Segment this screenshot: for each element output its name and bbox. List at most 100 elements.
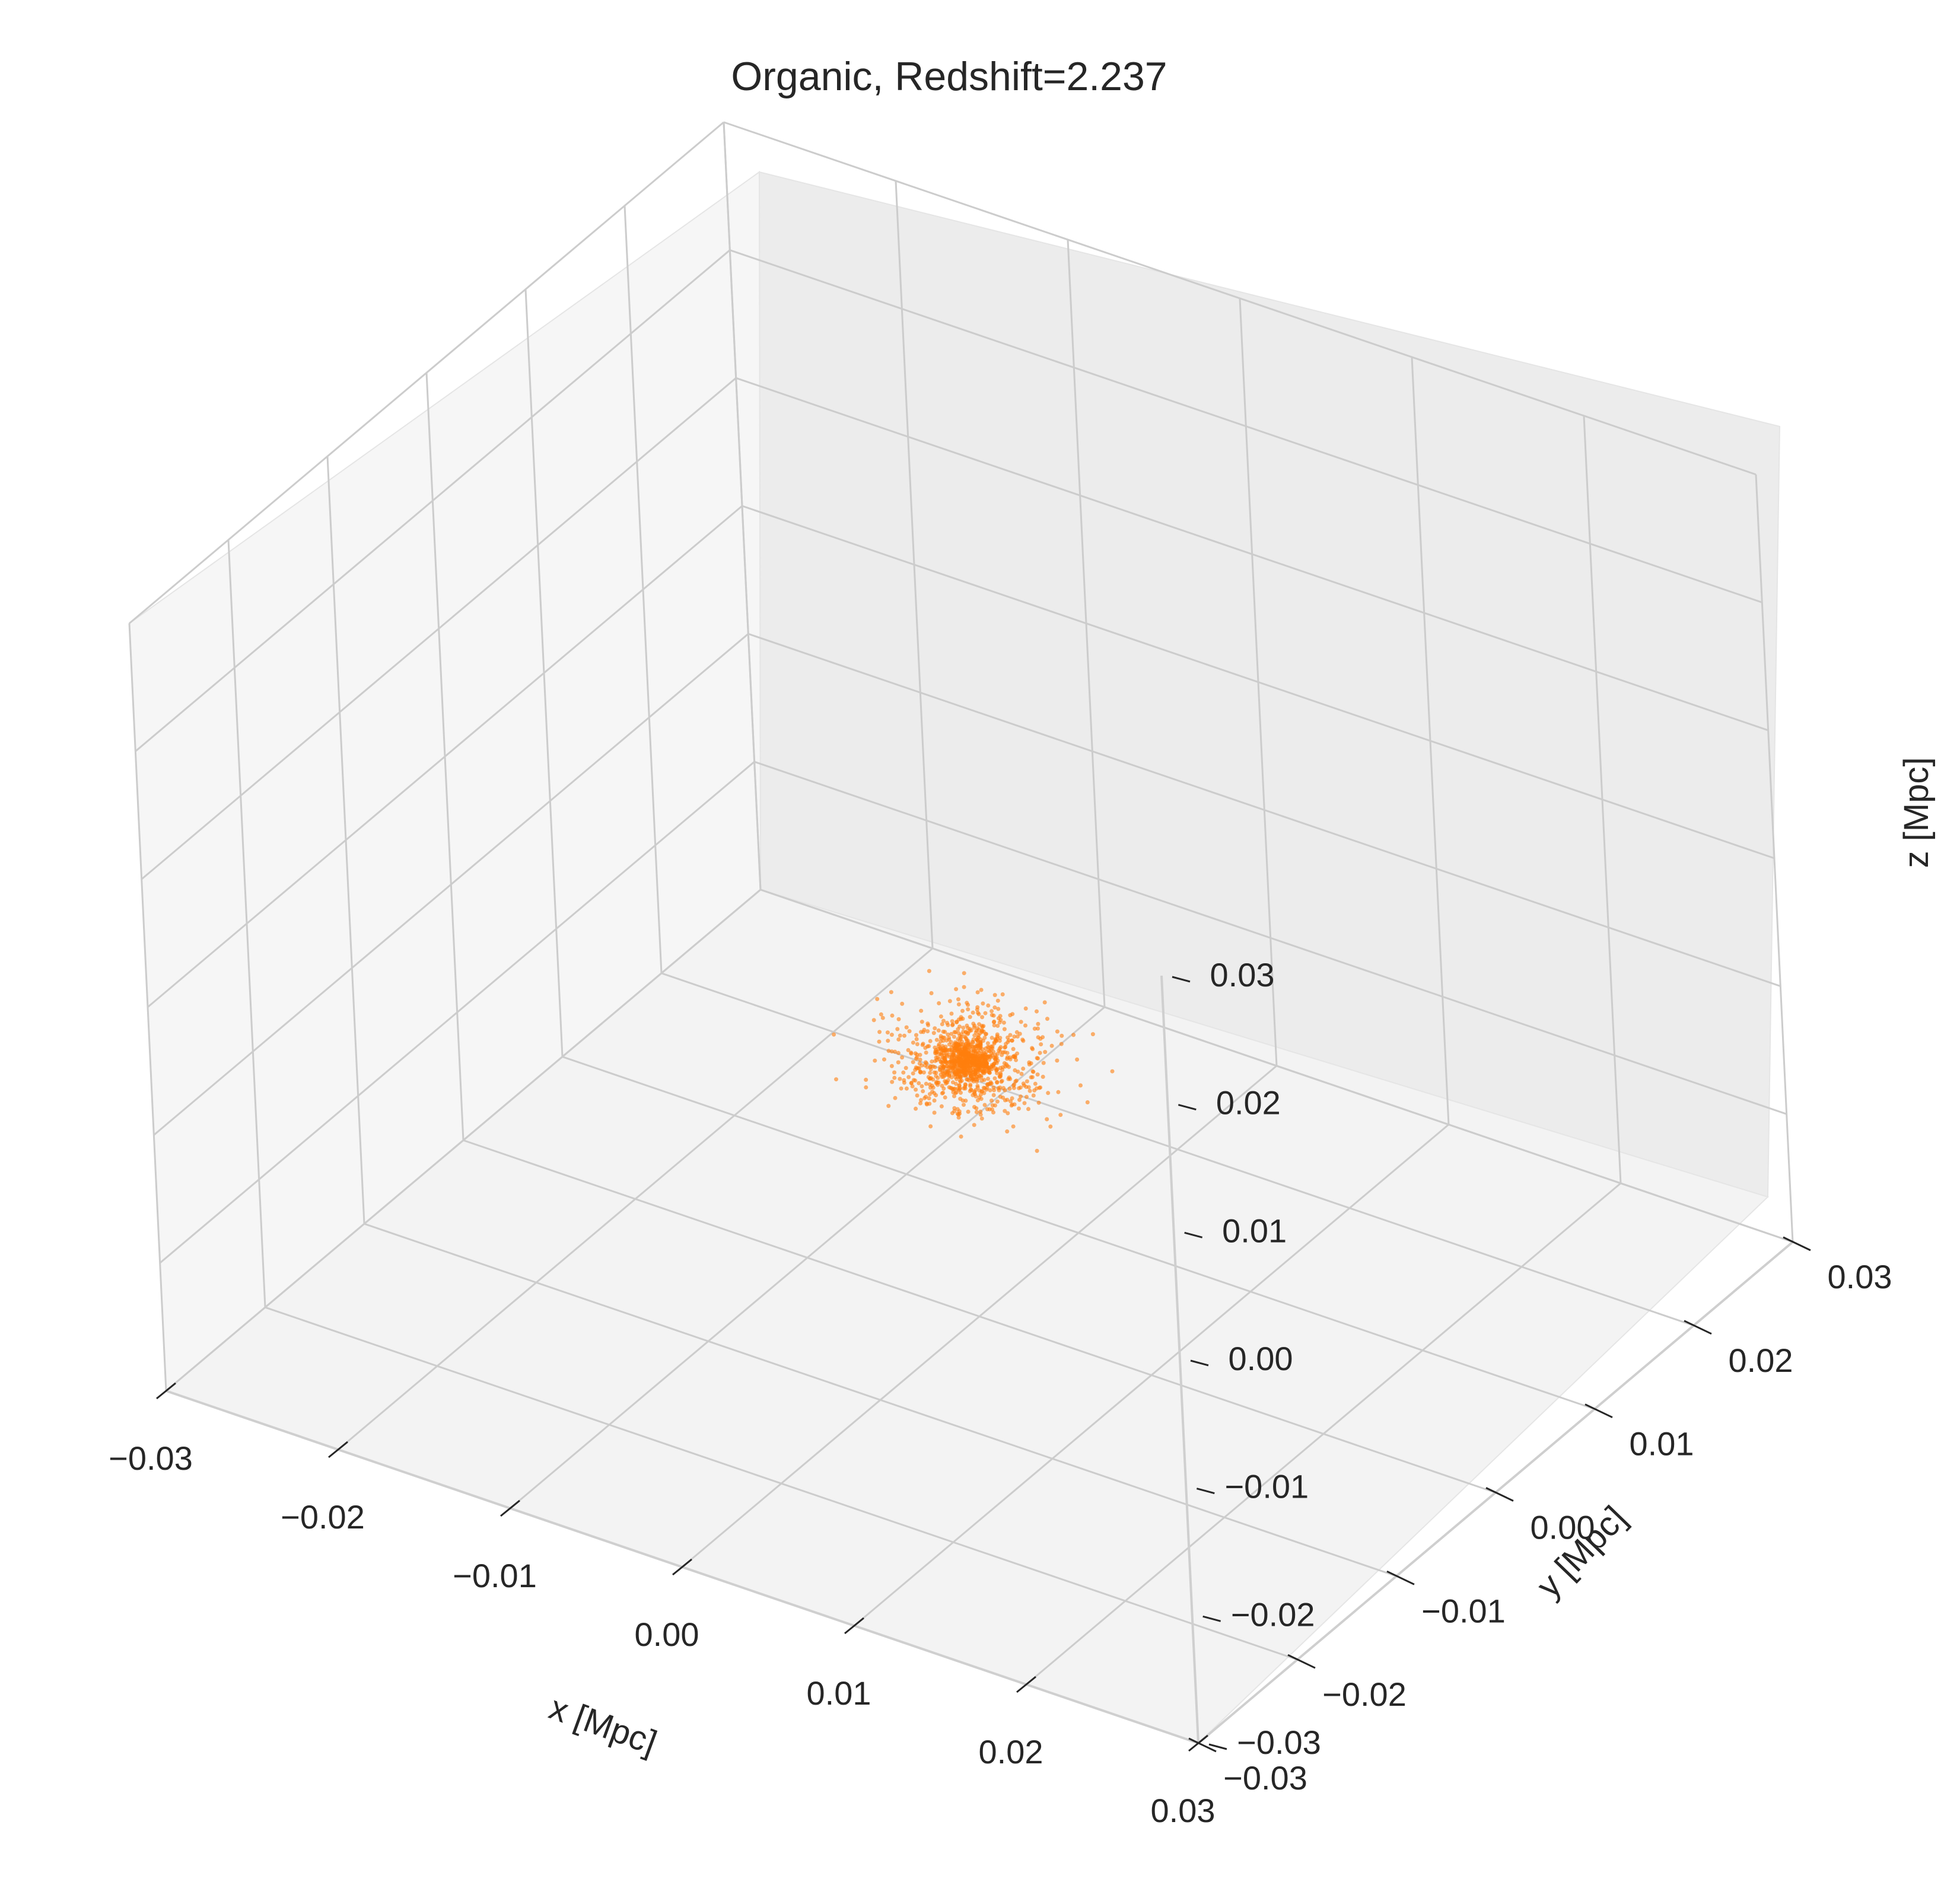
scatter-point [934,1074,938,1078]
scatter-point [896,1037,901,1042]
scatter-point [950,1023,954,1027]
scatter-point [892,1070,897,1075]
scatter-point [986,1003,991,1008]
scatter-point [961,1030,966,1034]
scatter-point [998,1066,1003,1070]
scatter-point [928,1071,933,1075]
scatter-point [928,1092,932,1097]
scatter-point [1012,1102,1017,1107]
scatter-point [975,1085,980,1090]
scatter-point [940,1044,945,1049]
scatter-point [904,1025,909,1030]
scatter-point [989,1098,994,1103]
scatter-point [1058,1113,1063,1117]
scatter-point [924,1061,929,1066]
scatter-point [1045,1117,1049,1122]
scatter-point [903,1066,908,1071]
scatter-point [959,1078,964,1083]
scatter-point [933,1065,937,1069]
scatter-point [995,1036,1000,1040]
scatter-point [924,1081,928,1086]
scatter-point [910,1084,915,1088]
y-tick-label-0: −0.03 [1223,1759,1307,1797]
scatter-point [991,1110,995,1114]
scatter-point [950,1066,955,1070]
scatter-point [1036,1026,1040,1031]
scatter-point [965,1068,969,1072]
scatter-point [877,1030,882,1034]
z-tick-label-0: −0.03 [1237,1724,1321,1761]
scatter-point [1011,1085,1016,1090]
grid-line-back-z-2 [747,633,1781,988]
scatter-point [950,1111,954,1116]
x-tick-2 [500,1499,520,1517]
scatter-point [945,1080,950,1085]
scatter-point [977,1088,982,1093]
scatter-point [921,1089,925,1094]
scatter-point [991,1093,996,1097]
scatter-point [834,1077,838,1082]
scatter-point [929,991,934,995]
scatter-point [1014,1030,1019,1034]
scatter-point [941,1056,946,1060]
scatter-point [954,1044,959,1049]
scatter-point [995,998,1000,1003]
scatter-point [965,1056,969,1061]
scatter-point [909,1081,914,1085]
scatter-point [864,1085,868,1090]
scatter-point [1017,1106,1021,1111]
scatter-point [952,1072,956,1077]
scatter-point [911,1060,915,1065]
scatter-point [1019,1072,1024,1076]
y-tick-5 [1684,1320,1712,1335]
scatter-point [917,1061,922,1066]
scatter-point [902,1078,906,1082]
scatter-point [916,1066,921,1071]
scatter-point [1019,1094,1023,1099]
x-tick-label-2: −0.01 [453,1557,537,1594]
scatter-point [933,1045,937,1050]
grid-line-side-z-2 [153,633,749,1136]
scatter-point [879,1012,883,1017]
scatter-point [973,1049,978,1053]
scatter-point [994,1068,999,1073]
scatter-point [949,1031,954,1036]
scatter-point [975,1056,979,1061]
scatter-point [1049,1043,1054,1048]
scatter-point [893,1095,898,1100]
scatter-point [1024,1085,1029,1089]
scatter-point [982,1055,987,1059]
scatter-point [979,1075,984,1079]
scatter-point [971,1010,975,1015]
scatter-point [965,1023,969,1028]
scatter-point [941,1018,946,1023]
scatter-point [978,1112,983,1117]
scatter-point [1045,1017,1049,1021]
scatter-point [1056,1090,1061,1094]
scatter-point [937,1052,942,1056]
y-tick-label-4: 0.01 [1630,1425,1694,1463]
scatter-point [965,1077,970,1082]
scatter-point [952,1061,957,1066]
scatter-point [966,1109,971,1114]
scatter-point [918,1053,922,1057]
scatter-point [1041,1060,1046,1065]
scatter-point [979,1028,984,1033]
scatter-point [937,1057,941,1062]
scatter-point [971,1037,976,1042]
scatter-point [971,1021,976,1026]
scatter-point [931,1031,936,1036]
scatter-point [971,1040,975,1045]
scatter-point [980,1051,985,1056]
scatter-point [919,1084,924,1088]
scatter-point [934,1037,939,1042]
grid-line-side-z-5 [135,249,731,752]
scatter-point [968,1084,973,1088]
scatter-point [939,1104,944,1109]
scatter-point [1007,1065,1011,1069]
scatter-point [943,1095,947,1100]
scatter-point [1035,1086,1039,1091]
scatter-point [901,1070,906,1075]
y-tick-3 [1485,1487,1514,1502]
scatter-point [984,1050,988,1055]
